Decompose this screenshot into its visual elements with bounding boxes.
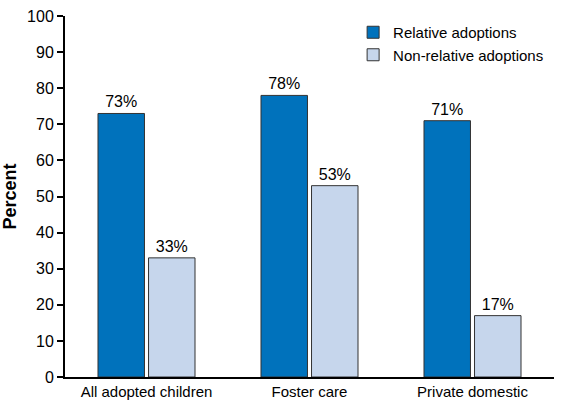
svg-text:60: 60 [36,152,54,169]
svg-text:30: 30 [36,260,54,277]
svg-text:Foster care: Foster care [272,383,348,400]
svg-text:Relative adoptions: Relative adoptions [393,24,516,41]
svg-text:33%: 33% [156,238,188,255]
svg-text:50: 50 [36,188,54,205]
svg-text:73%: 73% [105,93,137,110]
svg-text:80: 80 [36,80,54,97]
svg-text:71%: 71% [431,101,463,118]
svg-text:100: 100 [27,8,54,25]
svg-text:70: 70 [36,116,54,133]
svg-text:Private domestic: Private domestic [417,383,528,400]
svg-text:Non-relative adoptions: Non-relative adoptions [393,47,543,64]
svg-text:53%: 53% [319,166,351,183]
svg-text:Percent: Percent [0,163,20,229]
svg-text:17%: 17% [482,296,514,313]
svg-text:78%: 78% [268,75,300,92]
svg-text:90: 90 [36,44,54,61]
svg-text:0: 0 [45,369,54,386]
svg-text:40: 40 [36,224,54,241]
svg-text:10: 10 [36,333,54,350]
svg-text:20: 20 [36,296,54,313]
svg-text:All adopted children: All adopted children [81,383,213,400]
